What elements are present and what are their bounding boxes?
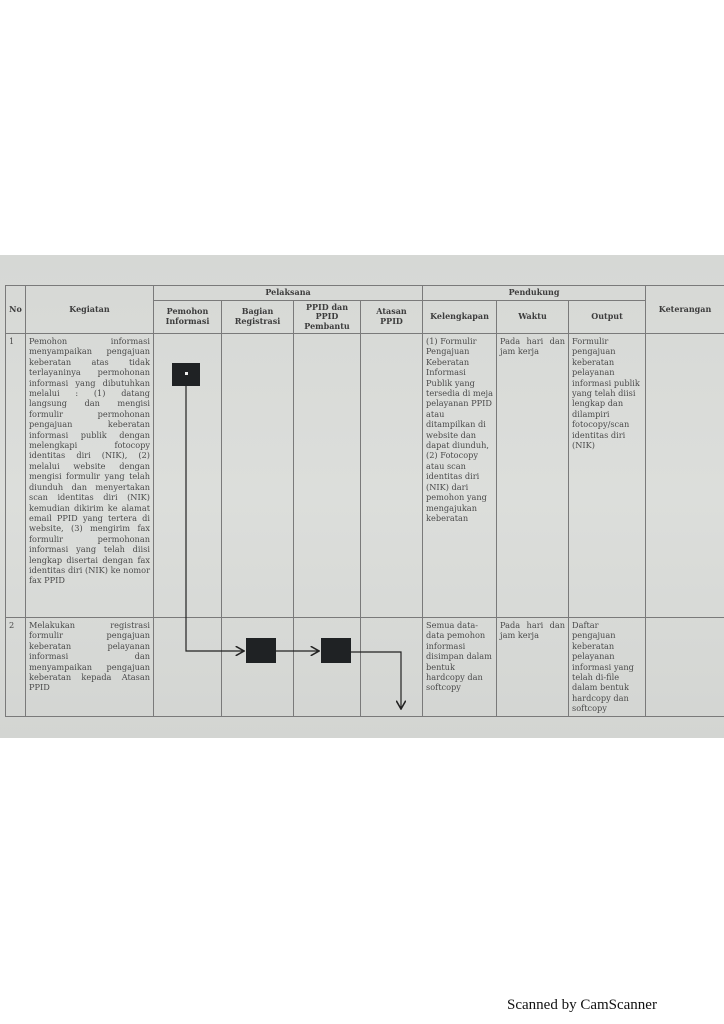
- header-no: No: [5, 285, 26, 334]
- cell-pemohon: [153, 617, 222, 717]
- cell-ppid: [293, 617, 361, 717]
- row-kegiatan: Melakukan registrasi formulir pengajuan …: [25, 617, 154, 717]
- header-pemohon-informasi: Pemohon Informasi: [153, 299, 222, 334]
- header-kelengkapan: Kelengkapan: [422, 299, 498, 334]
- header-waktu: Waktu: [496, 299, 570, 334]
- row-kegiatan: Pemohon informasi menyampaikan pengajuan…: [25, 333, 154, 618]
- row-keterangan: [645, 617, 724, 717]
- header-ppid-pembantu: PPID dan PPID Pembantu: [293, 299, 361, 334]
- row-no: 2: [5, 617, 26, 717]
- row-keterangan: [645, 333, 724, 618]
- row-waktu: Pada hari dan jam kerja: [496, 333, 570, 618]
- cell-ppid: [293, 333, 361, 618]
- sop-table: No Kegiatan Pelaksana Pendukung Keterang…: [5, 285, 724, 717]
- cell-atasan: [359, 617, 424, 717]
- row-waktu: Pada hari dan jam kerja: [496, 617, 570, 717]
- cell-pemohon: [153, 333, 222, 618]
- row-no: 1: [5, 333, 26, 618]
- table-row: 2 Melakukan registrasi formulir pengajua…: [5, 617, 724, 717]
- row-kelengkapan: (1) Formulir Pengajuan Keberatan Informa…: [422, 333, 498, 618]
- header-kegiatan: Kegiatan: [25, 285, 154, 334]
- header-bagian-registrasi: Bagian Registrasi: [221, 299, 294, 334]
- row-kelengkapan: Semua data-data pemohon informasi disimp…: [422, 617, 498, 717]
- camscanner-watermark: Scanned by CamScanner: [507, 997, 657, 1013]
- header-pelaksana: Pelaksana: [152, 285, 424, 301]
- header-keterangan: Keterangan: [645, 285, 724, 334]
- cell-atasan: [359, 333, 424, 618]
- header-atasan-ppid: Atasan PPID: [359, 299, 424, 334]
- header-output: Output: [568, 299, 647, 334]
- row-output: Formulir pengajuan keberatan pelayanan i…: [568, 333, 647, 618]
- row-output: Daftar pengajuan keberatan pelayanan inf…: [568, 617, 647, 717]
- header-pendukung: Pendukung: [422, 285, 647, 301]
- cell-registrasi: [221, 333, 294, 618]
- cell-registrasi: [221, 617, 294, 717]
- table-row: 1 Pemohon informasi menyampaikan pengaju…: [5, 333, 724, 618]
